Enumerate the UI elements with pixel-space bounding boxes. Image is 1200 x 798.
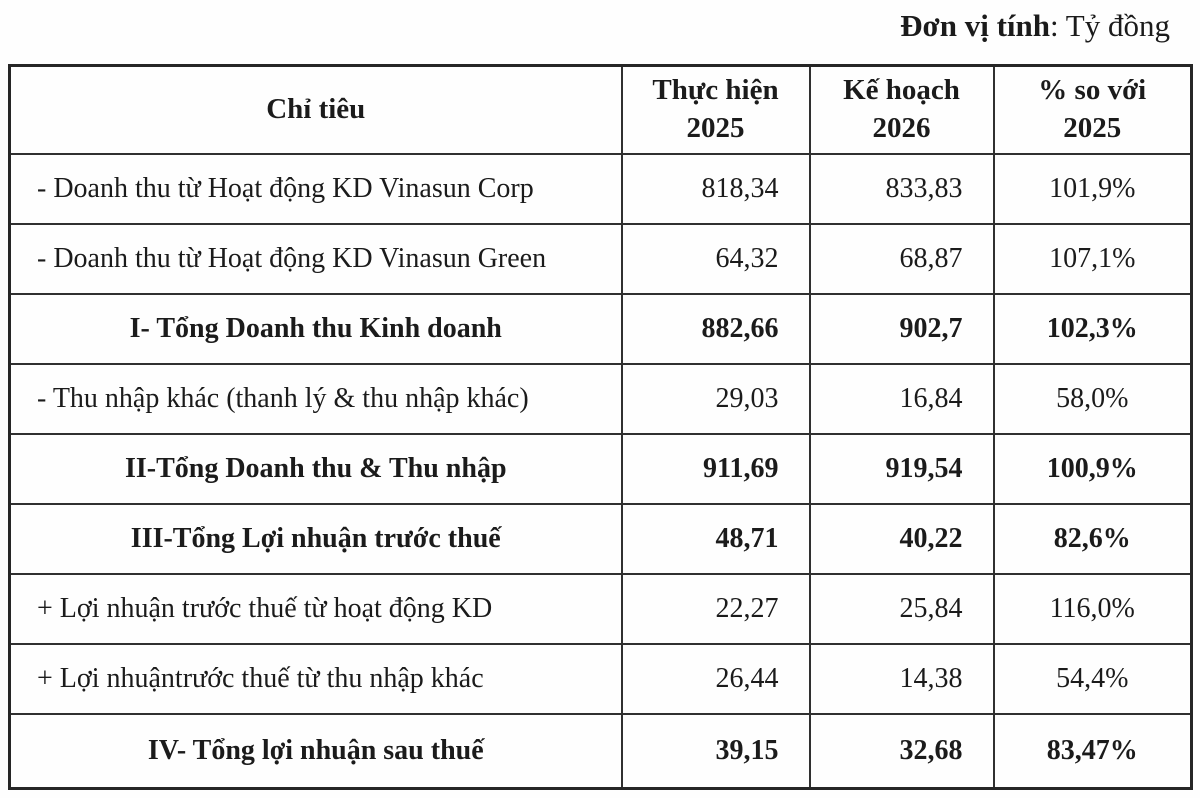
value-2026: 40,22 — [808, 503, 995, 575]
row-label: II-Tổng Doanh thu & Thu nhập — [8, 433, 623, 505]
value-pct: 83,47% — [992, 713, 1193, 790]
row-tong-doanh-thu-kinh-doanh: I- Tổng Doanh thu Kinh doanh 882,66 902,… — [8, 293, 1193, 365]
row-thu-nhap-khac: - Thu nhập khác (thanh lý & thu nhập khá… — [8, 363, 1193, 435]
value-2025: 818,34 — [620, 153, 811, 225]
value-2026: 68,87 — [808, 223, 995, 295]
unit-label-title: Đơn vị tính — [900, 8, 1050, 43]
value-2025: 882,66 — [620, 293, 811, 365]
value-2025: 48,71 — [620, 503, 811, 575]
value-pct: 101,9% — [992, 153, 1193, 225]
row-label: - Doanh thu từ Hoạt động KD Vinasun Corp — [8, 153, 623, 225]
row-label: III-Tổng Lợi nhuận trước thuế — [8, 503, 623, 575]
row-label: - Thu nhập khác (thanh lý & thu nhập khá… — [8, 363, 623, 435]
value-2026: 902,7 — [808, 293, 995, 365]
row-tong-loi-nhuan-sau-thue: IV- Tổng lợi nhuận sau thuế 39,15 32,68 … — [8, 713, 1193, 790]
unit-label: Đơn vị tính: Tỷ đồng — [900, 8, 1170, 44]
value-2026: 919,54 — [808, 433, 995, 505]
unit-label-value: : Tỷ đồng — [1050, 8, 1170, 43]
row-loi-nhuan-truoc-thue-kd: + Lợi nhuận trước thuế từ hoạt động KD 2… — [8, 573, 1193, 645]
row-loi-nhuan-truoc-thue-thu-nhap-khac: + Lợi nhuậntrước thuế từ thu nhập khác 2… — [8, 643, 1193, 715]
value-pct: 116,0% — [992, 573, 1193, 645]
row-label: + Lợi nhuậntrước thuế từ thu nhập khác — [8, 643, 623, 715]
header-ke-hoach-2026: Kế hoạch 2026 — [808, 64, 995, 155]
row-label: IV- Tổng lợi nhuận sau thuế — [8, 713, 623, 790]
value-pct: 100,9% — [992, 433, 1193, 505]
value-2026: 14,38 — [808, 643, 995, 715]
row-doanh-thu-vinasun-corp: - Doanh thu từ Hoạt động KD Vinasun Corp… — [8, 153, 1193, 225]
row-label: + Lợi nhuận trước thuế từ hoạt động KD — [8, 573, 623, 645]
row-label: I- Tổng Doanh thu Kinh doanh — [8, 293, 623, 365]
value-2026: 25,84 — [808, 573, 995, 645]
value-pct: 107,1% — [992, 223, 1193, 295]
financial-plan-table: Chỉ tiêu Thực hiện 2025 Kế hoạch 2026 % so… — [8, 64, 1193, 790]
value-2025: 64,32 — [620, 223, 811, 295]
value-2025: 39,15 — [620, 713, 811, 790]
value-pct: 58,0% — [992, 363, 1193, 435]
table-header-row: Chỉ tiêu Thực hiện 2025 Kế hoạch 2026 % so… — [8, 64, 1193, 155]
row-tong-doanh-thu-thu-nhap: II-Tổng Doanh thu & Thu nhập 911,69 919,… — [8, 433, 1193, 505]
header-pct-so-voi-2025: % so với 2025 — [992, 64, 1193, 155]
header-chi-tieu: Chỉ tiêu — [8, 64, 623, 155]
row-doanh-thu-vinasun-green: - Doanh thu từ Hoạt động KD Vinasun Gree… — [8, 223, 1193, 295]
value-2026: 32,68 — [808, 713, 995, 790]
row-tong-loi-nhuan-truoc-thue: III-Tổng Lợi nhuận trước thuế 48,71 40,2… — [8, 503, 1193, 575]
value-2026: 16,84 — [808, 363, 995, 435]
value-2025: 26,44 — [620, 643, 811, 715]
value-2026: 833,83 — [808, 153, 995, 225]
value-2025: 29,03 — [620, 363, 811, 435]
value-2025: 22,27 — [620, 573, 811, 645]
value-pct: 54,4% — [992, 643, 1193, 715]
value-pct: 82,6% — [992, 503, 1193, 575]
value-2025: 911,69 — [620, 433, 811, 505]
row-label: - Doanh thu từ Hoạt động KD Vinasun Gree… — [8, 223, 623, 295]
value-pct: 102,3% — [992, 293, 1193, 365]
header-thuc-hien-2025: Thực hiện 2025 — [620, 64, 811, 155]
